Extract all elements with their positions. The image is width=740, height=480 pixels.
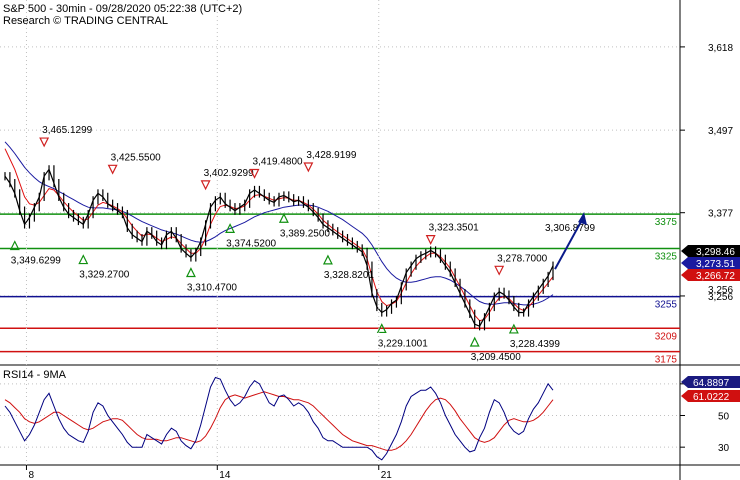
swing-label: 3,229.1001	[378, 338, 428, 349]
price-tick-label: 3,256	[708, 292, 733, 303]
swing-high-marker	[303, 162, 314, 173]
last-value-flag	[688, 245, 740, 257]
last-value-label: 3,273.51	[696, 259, 735, 270]
price-line	[4, 168, 554, 327]
swing-low-marker	[508, 323, 519, 334]
rsi-last-value-pointer	[681, 376, 688, 388]
sr-line-label: 3209	[655, 331, 678, 342]
swing-label: 3,329.2700	[79, 270, 129, 281]
swing-label: 3,323.3501	[429, 223, 479, 234]
swing-low-marker	[278, 212, 289, 223]
swing-label: 3,306.8799	[545, 223, 595, 234]
price-series	[4, 141, 554, 331]
sr-line-label: 3375	[655, 217, 678, 228]
swing-label: 3,402.9299	[204, 168, 254, 179]
swing-low-marker	[185, 267, 196, 278]
swing-markers: 3,465.1299 3,349.6299 3,329.2700 3,425.5500…	[9, 125, 595, 363]
swing-label: 3,465.1299	[42, 125, 92, 136]
swing-low-marker	[78, 254, 89, 265]
sr-line-label: 3175	[655, 355, 678, 366]
rsi-panel-title: RSI14 - 9MA	[3, 369, 67, 381]
last-value-flag-pointer	[681, 269, 688, 281]
rsi-ma-line	[4, 391, 554, 451]
swing-high-marker	[425, 235, 436, 245]
swing-high-marker	[107, 164, 118, 175]
sr-line-label: 3255	[655, 300, 678, 311]
swing-label: 3,278.7000	[497, 253, 547, 264]
swing-label: 3,209.4500	[471, 352, 521, 363]
swing-label: 3,425.5500	[111, 152, 161, 163]
last-value-label: 3,266.72	[696, 271, 735, 282]
chart-header-title: S&P 500 - 30min - 09/28/2020 05:22:38 (U…	[3, 3, 242, 15]
last-value-flag-pointer	[681, 245, 688, 257]
rsi-gridlines	[0, 383, 680, 448]
time-tick-label: 14	[219, 470, 231, 480]
price-tick-label: 3,377	[708, 209, 733, 220]
swing-low-marker	[376, 323, 387, 334]
swing-label: 3,389.2500	[280, 228, 330, 239]
time-axis-labels: 8 14 21	[25, 0, 393, 480]
price-axis-labels: 3,618 3,497 3,377 3,256 3,298.463,273.513,26…	[680, 43, 740, 303]
swing-low-marker	[225, 223, 236, 234]
swing-label: 3,428.9199	[306, 150, 356, 161]
rsi-last-value-flag	[688, 376, 740, 388]
chart-header-credit: Research © TRADING CENTRAL	[3, 15, 168, 27]
last-value-flag	[688, 269, 740, 281]
swing-low-marker	[9, 240, 20, 251]
swing-label: 3,228.4399	[510, 339, 560, 350]
swing-label: 3,349.6299	[11, 256, 61, 267]
forecast-arrow-shaft	[554, 217, 584, 270]
swing-low-marker	[322, 254, 333, 265]
rsi-last-value-label: 64.8897	[693, 378, 730, 389]
rsi-tick-label: 30	[718, 443, 730, 454]
rsi-line	[4, 376, 554, 461]
rsi-last-value-flag	[688, 390, 740, 402]
swing-label: 3,310.4700	[187, 282, 237, 293]
forecast-arrow-head	[578, 212, 587, 226]
swing-low-marker	[469, 336, 480, 347]
rsi-last-value-pointer	[681, 390, 688, 402]
last-value-label: 3,298.46	[696, 247, 735, 258]
rsi-last-value-label: 61.0222	[693, 392, 730, 403]
swing-high-marker	[200, 180, 211, 191]
time-tick-label: 8	[28, 470, 34, 480]
swing-high-marker	[39, 137, 50, 148]
time-tick-label: 21	[381, 470, 393, 480]
swing-high-marker	[494, 265, 505, 276]
swing-label: 3,419.4800	[253, 156, 303, 167]
swing-high-marker	[249, 168, 260, 179]
price-gridlines	[0, 46, 680, 297]
price-tick-label: 3,618	[708, 43, 733, 54]
price-tick-label-partial: 3,256	[708, 285, 733, 296]
sr-line-label: 3325	[655, 251, 678, 262]
rsi-tick-label: 50	[718, 412, 730, 423]
swing-label: 3,328.8201	[324, 270, 374, 281]
forecast-arrow	[554, 212, 587, 270]
last-value-flag	[688, 257, 740, 269]
swing-label: 3,374.5200	[226, 238, 276, 249]
price-tick-label: 3,497	[708, 126, 733, 137]
last-value-flag-pointer	[681, 257, 688, 269]
rsi-series	[4, 376, 554, 461]
